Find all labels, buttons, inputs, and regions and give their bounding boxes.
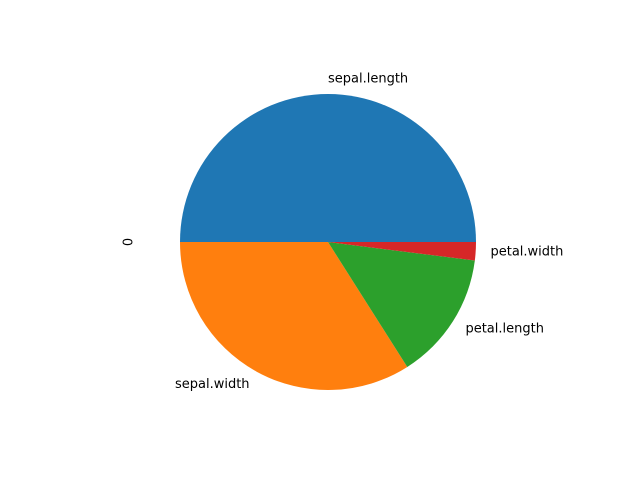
pie-label-petal-length: petal.length (465, 322, 543, 337)
pie-label-sepal-length: sepal.length (328, 72, 408, 87)
y-axis-label: 0 (122, 238, 137, 246)
pie-slice-petal-width (328, 242, 476, 261)
pie-label-sepal-width: sepal.width (175, 377, 250, 392)
pie-labels: sepal.length sepal.width petal.length petal… (175, 72, 563, 392)
pie-slices (180, 94, 476, 390)
pie-slice-petal-length (328, 242, 475, 367)
pie-label-petal-width: petal.width (490, 245, 563, 260)
pie-slice-sepal-width (180, 242, 408, 390)
pie-slice-sepal-length (180, 94, 476, 242)
